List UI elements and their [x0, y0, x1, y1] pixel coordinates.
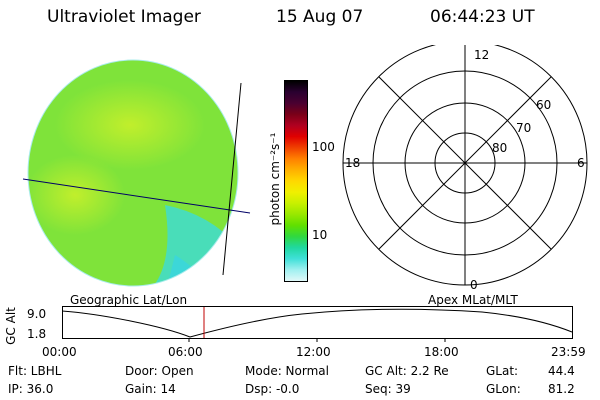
- time-tick-1800: 18:00: [424, 345, 459, 359]
- polar-plot-label: Apex MLat/MLT: [428, 293, 518, 307]
- info-gain: Gain: 14: [125, 382, 176, 396]
- mlt-label-0: 0: [470, 278, 478, 292]
- polar-plot: 12 18 6 0 60 70 80: [342, 45, 588, 292]
- colorbar-tick-10: 10: [312, 228, 328, 242]
- lat-label-70: 70: [516, 121, 531, 135]
- info-mode: Mode: Normal: [245, 364, 329, 378]
- info-dsp: Dsp: -0.0: [245, 382, 300, 396]
- colorbar-label: photon cm⁻²s⁻¹: [268, 132, 282, 226]
- colorbar-tick-100: 100: [312, 140, 335, 154]
- altitude-plot: [62, 306, 573, 342]
- info-glat-label: GLat:: [486, 364, 519, 378]
- terminator-line: [222, 82, 242, 276]
- time-label: 06:44:23 UT: [430, 7, 535, 27]
- time-tick-2359: 23:59: [551, 345, 586, 359]
- altitude-ylabel: GC Alt: [3, 307, 18, 345]
- info-glon-label: GLon:: [486, 382, 521, 396]
- color-bar: [284, 80, 308, 282]
- lat-label-80: 80: [492, 141, 507, 155]
- altitude-curve: [62, 308, 573, 338]
- lat-label-60: 60: [536, 98, 551, 112]
- mlt-label-18: 18: [345, 156, 360, 170]
- info-flt: Flt: LBHL: [8, 364, 62, 378]
- info-ip: IP: 36.0: [8, 382, 54, 396]
- info-glat-value: 44.4: [548, 364, 575, 378]
- info-door: Door: Open: [125, 364, 194, 378]
- alt-tick-1-8: 1.8: [27, 327, 47, 341]
- time-tick-0600: 06:00: [168, 345, 203, 359]
- latitude-line: [22, 178, 251, 214]
- mlt-label-12: 12: [474, 48, 489, 62]
- date-label: 15 Aug 07: [276, 7, 364, 27]
- mlt-label-6: 6: [577, 156, 585, 170]
- time-tick-0000: 00:00: [42, 345, 77, 359]
- alt-tick-9: 9.0: [27, 307, 47, 321]
- info-seq: Seq: 39: [365, 382, 411, 396]
- instrument-title: Ultraviolet Imager: [47, 7, 201, 27]
- time-tick-1200: 12:00: [296, 345, 331, 359]
- uv-earth-image: [22, 59, 251, 287]
- info-gc-alt: GC Alt: 2.2 Re: [365, 364, 449, 378]
- info-glon-value: 81.2: [548, 382, 575, 396]
- earth-image-label: Geographic Lat/Lon: [70, 293, 188, 307]
